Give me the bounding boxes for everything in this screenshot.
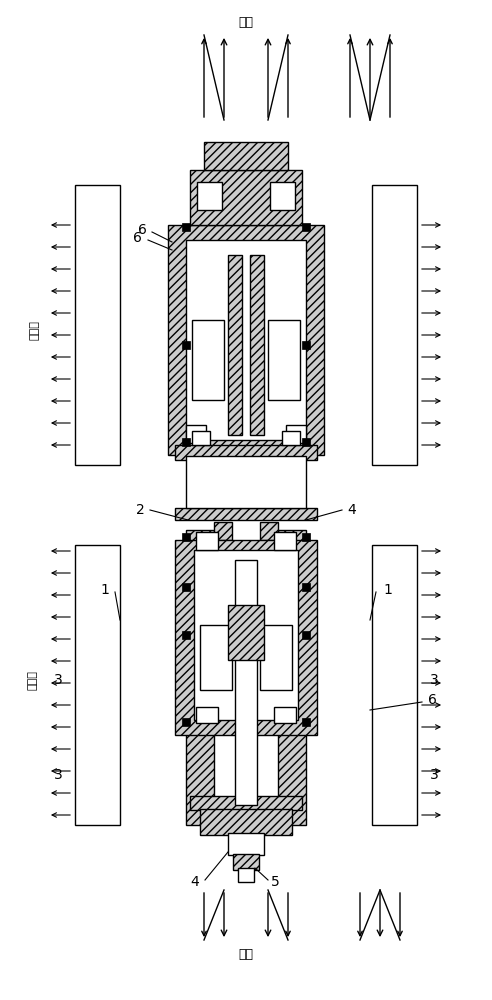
Bar bbox=[175, 445, 317, 460]
Text: 3: 3 bbox=[54, 673, 62, 687]
Bar bbox=[228, 255, 242, 435]
Bar bbox=[196, 707, 218, 723]
Text: 4: 4 bbox=[348, 503, 356, 517]
Bar bbox=[228, 833, 264, 855]
Bar bbox=[182, 631, 190, 639]
Bar bbox=[235, 560, 257, 805]
Bar bbox=[252, 454, 282, 510]
Bar bbox=[192, 431, 210, 445]
Bar bbox=[274, 707, 296, 723]
Text: 5: 5 bbox=[271, 875, 279, 889]
Bar bbox=[302, 718, 310, 726]
Text: 6: 6 bbox=[428, 693, 436, 707]
Text: 3: 3 bbox=[430, 768, 438, 782]
Bar bbox=[302, 631, 310, 639]
Bar bbox=[182, 583, 190, 591]
Bar bbox=[210, 454, 240, 510]
Bar bbox=[168, 225, 324, 455]
Bar bbox=[182, 533, 190, 541]
Text: 2: 2 bbox=[136, 503, 144, 517]
Bar bbox=[190, 170, 302, 225]
Bar bbox=[278, 530, 306, 825]
Bar bbox=[260, 522, 278, 540]
Bar bbox=[75, 545, 120, 825]
Bar bbox=[372, 545, 417, 825]
Bar bbox=[233, 854, 259, 870]
Bar bbox=[175, 540, 317, 735]
Bar bbox=[214, 522, 232, 540]
Text: 夹紧力: 夹紧力 bbox=[30, 320, 40, 340]
Bar bbox=[302, 341, 310, 349]
Text: 夹紧力: 夹紧力 bbox=[28, 670, 38, 690]
Text: 3: 3 bbox=[430, 673, 438, 687]
Bar bbox=[282, 431, 300, 445]
Bar bbox=[182, 341, 190, 349]
Bar bbox=[186, 456, 306, 508]
Text: 拉力: 拉力 bbox=[239, 948, 253, 962]
Bar bbox=[200, 809, 292, 835]
Bar bbox=[186, 240, 306, 440]
Bar bbox=[274, 532, 296, 550]
Bar bbox=[186, 530, 214, 825]
Bar bbox=[197, 182, 222, 210]
Text: 6: 6 bbox=[138, 223, 147, 237]
Bar bbox=[190, 796, 302, 810]
Bar bbox=[75, 185, 120, 465]
Text: 4: 4 bbox=[190, 875, 199, 889]
Text: 1: 1 bbox=[384, 583, 393, 597]
Text: 6: 6 bbox=[132, 231, 141, 245]
Bar bbox=[302, 223, 310, 231]
Bar bbox=[196, 532, 218, 550]
Text: 3: 3 bbox=[54, 768, 62, 782]
Bar bbox=[182, 718, 190, 726]
Bar bbox=[182, 223, 190, 231]
Bar bbox=[200, 625, 232, 690]
Bar bbox=[186, 425, 206, 443]
Bar bbox=[250, 255, 264, 435]
Bar bbox=[238, 868, 254, 882]
Bar bbox=[302, 533, 310, 541]
Bar bbox=[204, 142, 288, 170]
Bar bbox=[192, 320, 224, 400]
Text: 1: 1 bbox=[100, 583, 109, 597]
Bar bbox=[286, 425, 306, 443]
Bar bbox=[302, 583, 310, 591]
Bar bbox=[228, 605, 264, 660]
Bar bbox=[175, 508, 317, 520]
Bar bbox=[268, 320, 300, 400]
Bar bbox=[194, 550, 298, 720]
Bar bbox=[372, 185, 417, 465]
Bar bbox=[302, 438, 310, 446]
Bar bbox=[182, 438, 190, 446]
Text: 拉力: 拉力 bbox=[239, 15, 253, 28]
Bar bbox=[270, 182, 295, 210]
Bar bbox=[260, 625, 292, 690]
